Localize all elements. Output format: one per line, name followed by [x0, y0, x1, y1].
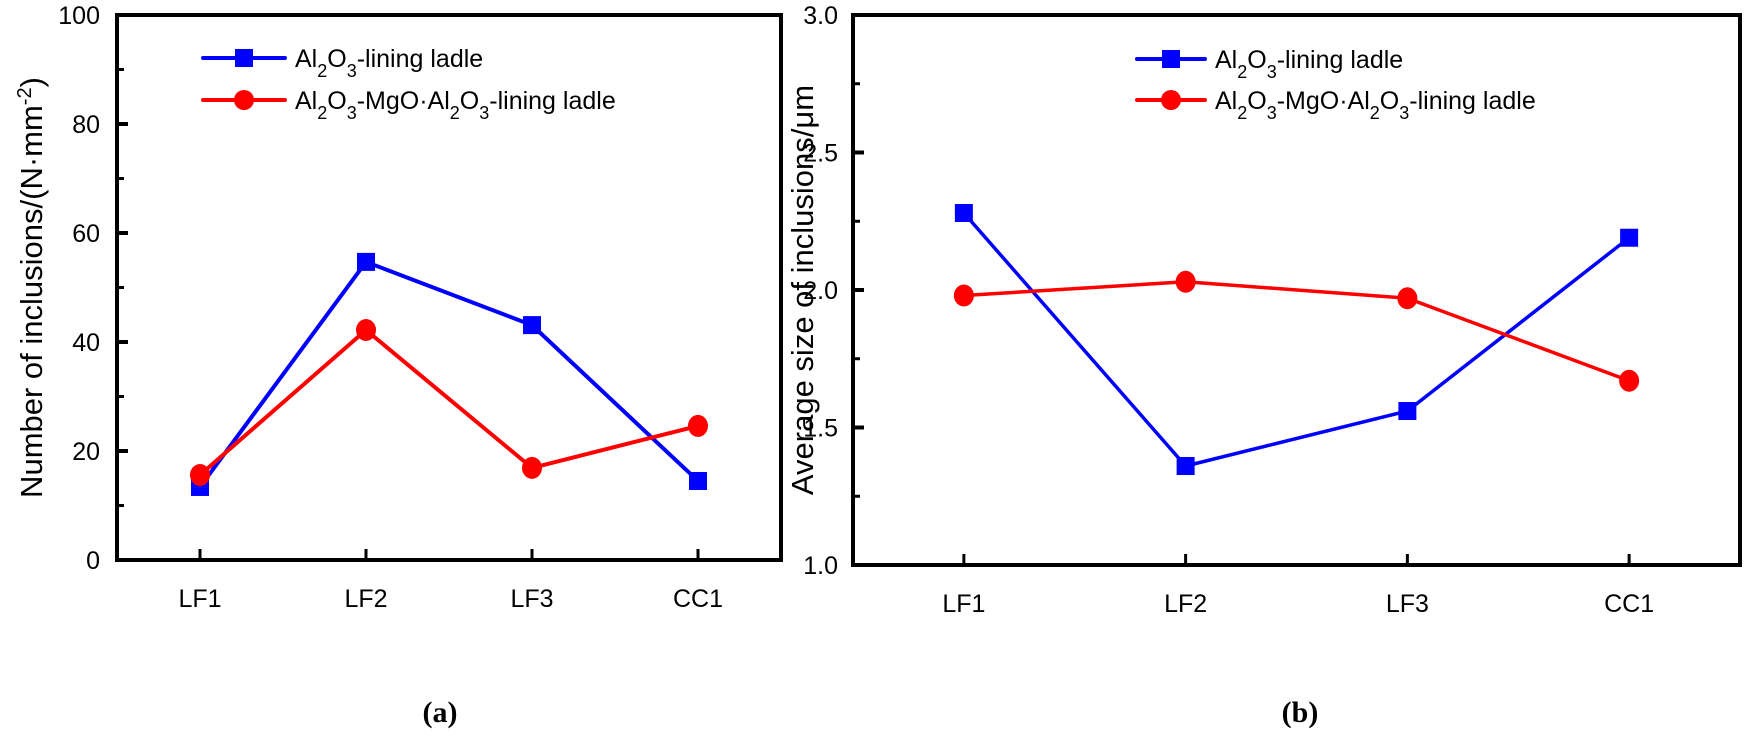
data-point-square — [523, 316, 541, 335]
legend-label: Al2O3-lining ladle — [1215, 46, 1403, 82]
legend-marker-square — [1162, 50, 1180, 68]
data-point-circle — [1397, 287, 1418, 310]
x-tick-label: CC1 — [1604, 590, 1654, 618]
y-tick-label: 0 — [86, 547, 100, 575]
x-tick-label: LF1 — [942, 590, 985, 618]
legend-label: Al2O3-MgO·Al2O3-lining ladle — [1215, 87, 1536, 123]
data-point-circle — [1619, 369, 1640, 392]
legend-label: Al2O3-lining ladle — [295, 45, 483, 81]
data-point-square — [1176, 457, 1195, 475]
y-tick-label: 80 — [72, 111, 100, 139]
data-point-circle — [522, 456, 542, 479]
data-point-square — [954, 204, 973, 222]
series-line — [962, 211, 1631, 468]
legend-marker-circle — [1161, 90, 1181, 110]
chart-panel-a: 0 20 40 60 80 100 LF1 LF2 LF3 CC1 Number of inclus… — [14, 2, 783, 729]
data-point-circle — [953, 284, 974, 307]
x-tick-label: LF1 — [178, 585, 221, 613]
y-tick-label: 1.0 — [803, 552, 838, 580]
data-point-circle — [688, 414, 708, 437]
series-line — [963, 280, 1630, 383]
y-tick-label: 60 — [72, 220, 100, 248]
chart-panel-b: 1.0 1.5 2.0 2.5 3.0 LF1 LF2 LF3 CC1 Average size … — [785, 2, 1742, 729]
series-line — [198, 328, 699, 477]
y-tick-label: 3.0 — [803, 2, 838, 30]
x-tick-label: CC1 — [673, 585, 723, 613]
y-axis-title: Number of inclusions/(N·mm-2) — [14, 77, 49, 498]
y-tick-label: 2.5 — [803, 140, 838, 168]
panel-label: (b) — [1282, 696, 1319, 729]
y-tick-label: 100 — [58, 2, 100, 30]
data-point-square — [1398, 402, 1417, 420]
data-point-circle — [356, 319, 376, 342]
legend-label: Al2O3-MgO·Al2O3-lining ladle — [295, 87, 616, 123]
data-point-circle — [190, 463, 210, 486]
x-tick-label: LF2 — [344, 585, 387, 613]
y-axis-title: Average size of inclusions/μm — [785, 85, 820, 495]
x-tick-label: LF3 — [1386, 590, 1429, 618]
data-point-square — [689, 471, 707, 490]
y-tick-label: 1.5 — [803, 415, 838, 443]
data-point-circle — [1175, 270, 1196, 293]
y-tick-label: 2.0 — [803, 277, 838, 305]
y-tick-label: 40 — [72, 329, 100, 357]
x-tick-label: LF2 — [1164, 590, 1207, 618]
x-tick-label: LF3 — [510, 585, 553, 613]
data-point-square — [1620, 228, 1639, 247]
panel-label: (a) — [423, 696, 458, 729]
legend-marker-square — [235, 49, 253, 67]
y-tick-label: 20 — [72, 438, 100, 466]
data-point-square — [357, 252, 375, 271]
legend-marker-circle — [234, 90, 254, 110]
series-line — [198, 259, 700, 489]
